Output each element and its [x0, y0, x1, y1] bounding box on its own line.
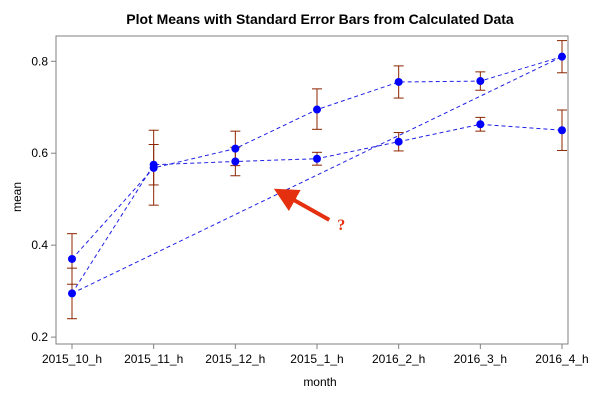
- x-axis: 2015_10_h 2015_11_h 2015_12_h 2015_1_h 2016_…: [42, 344, 589, 366]
- data-points: [68, 52, 566, 298]
- data-point: [68, 289, 76, 298]
- x-axis-label: month: [303, 375, 336, 389]
- y-tick-label: 0.2: [31, 330, 48, 344]
- y-tick-label: 0.4: [31, 238, 48, 252]
- x-tick-label: 2016_3_h: [454, 352, 507, 366]
- data-point: [476, 77, 485, 86]
- x-tick-label: 2015_1_h: [290, 352, 343, 366]
- series-line-2: [71, 123, 563, 294]
- y-tick-label: 0.8: [31, 54, 48, 68]
- data-point: [68, 254, 76, 263]
- y-axis: 0.2 0.4 0.6 0.8: [31, 54, 56, 344]
- data-point: [231, 157, 240, 166]
- annotation-arrow: [273, 188, 331, 222]
- x-tick-label: 2016_4_h: [535, 352, 588, 366]
- data-point: [394, 77, 403, 86]
- annotation: ?: [273, 188, 345, 234]
- error-bars: [67, 40, 567, 320]
- annotation-text: ?: [337, 217, 345, 234]
- y-axis-label: mean: [10, 182, 24, 212]
- data-point: [149, 160, 158, 169]
- data-point: [476, 120, 485, 129]
- data-point: [313, 154, 321, 163]
- x-tick-label: 2015_10_h: [42, 352, 102, 366]
- y-tick-label: 0.6: [31, 146, 48, 160]
- data-point: [558, 52, 566, 61]
- chart-title: Plot Means with Standard Error Bars from…: [126, 11, 514, 27]
- x-tick-label: 2015_11_h: [124, 352, 183, 366]
- x-tick-label: 2015_12_h: [205, 352, 265, 366]
- x-tick-label: 2016_2_h: [372, 352, 425, 366]
- data-point: [231, 144, 240, 153]
- plot-frame: [55, 35, 569, 345]
- data-point: [558, 126, 566, 135]
- data-point: [394, 137, 403, 146]
- data-point: [313, 105, 321, 114]
